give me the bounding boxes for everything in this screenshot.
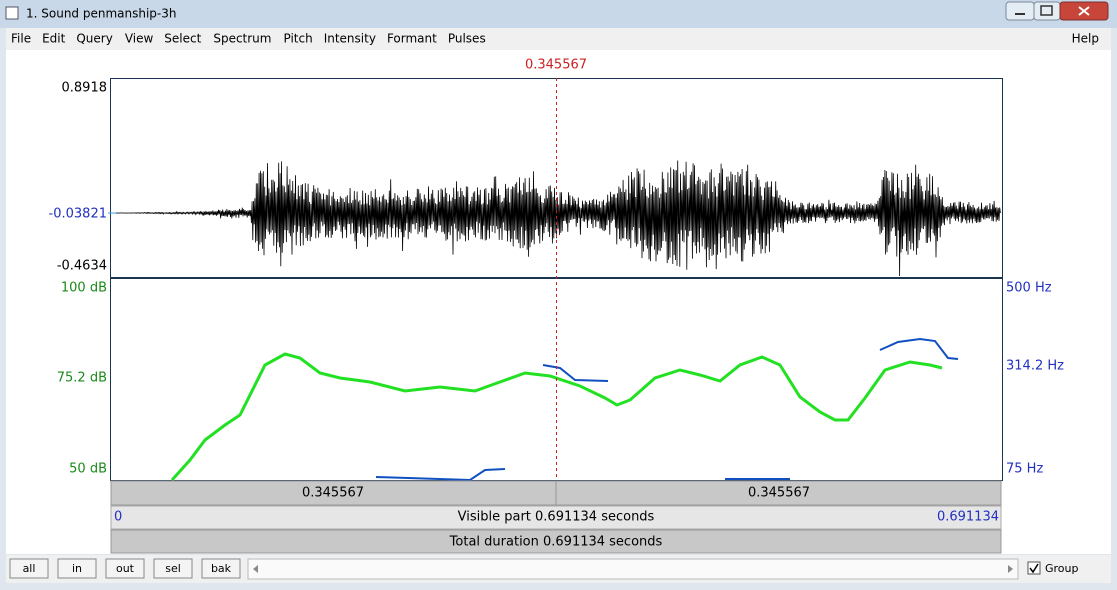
menu-help[interactable]: Help	[1072, 32, 1099, 46]
zoom-button[interactable]	[9, 558, 49, 579]
intensity-top: 100 dB	[61, 281, 107, 296]
maximize-button[interactable]	[1033, 1, 1061, 21]
menu-item[interactable]: Intensity	[324, 32, 376, 46]
total-row[interactable]	[110, 529, 1002, 554]
zoom-button-label: in	[72, 562, 82, 575]
zoom-button-label: bak	[211, 562, 232, 575]
group-label: Group	[1045, 562, 1079, 575]
zoom-button-label: out	[116, 562, 135, 575]
zoom-button[interactable]	[105, 558, 145, 579]
scrollbar[interactable]	[247, 558, 1019, 580]
waveform-min: -0.4634	[57, 259, 107, 274]
zoom-button[interactable]	[201, 558, 241, 579]
total-duration: Total duration 0.691134 seconds	[449, 535, 663, 550]
menu-item[interactable]: File	[11, 32, 31, 46]
menu-item[interactable]: Pitch	[283, 32, 312, 46]
waveform	[110, 160, 1001, 277]
zoom-button[interactable]	[153, 558, 193, 579]
pitch-mid: 314.2 Hz	[1006, 359, 1064, 374]
group-checkbox[interactable]	[1027, 561, 1041, 575]
menu-item[interactable]: Spectrum	[213, 32, 271, 46]
intensity-mid: 75.2 dB	[57, 371, 107, 386]
pitch-curve	[375, 337, 959, 482]
visible-end: 0.691134	[937, 510, 999, 525]
zoom-buttons: all in out sel bak	[9, 558, 241, 579]
menu-item[interactable]: Query	[76, 32, 112, 46]
menu-bar	[6, 28, 1111, 50]
zoom-button-label: sel	[165, 562, 181, 575]
waveform-mid: -0.03821	[49, 207, 107, 222]
visible-row[interactable]	[110, 505, 1002, 530]
visible-start: 0	[114, 510, 122, 525]
visible-label: Visible part 0.691134 seconds	[458, 510, 655, 525]
selection-right[interactable]	[555, 480, 1002, 506]
selection-left-label: 0.345567	[302, 486, 364, 501]
menu-item[interactable]: Pulses	[448, 32, 486, 46]
selection-right-label: 0.345567	[748, 486, 810, 501]
zoom-button-label: all	[23, 562, 36, 575]
window-title: 1. Sound penmanship-3h	[26, 7, 177, 21]
menu-item[interactable]: Formant	[387, 32, 437, 46]
app-icon	[5, 6, 19, 20]
intensity-bottom: 50 dB	[69, 462, 107, 477]
menu-item[interactable]: View	[125, 32, 154, 46]
menu-item[interactable]: Edit	[42, 32, 66, 46]
selection-left[interactable]	[110, 480, 557, 506]
pitch-bottom: 75 Hz	[1006, 462, 1043, 477]
cursor-time: 0.345567	[525, 58, 587, 73]
minimize-button[interactable]	[1005, 1, 1035, 21]
menu: File Edit Query View Select Spectrum Pitch Inte…	[11, 32, 486, 46]
menu-item[interactable]: Select	[164, 32, 201, 46]
waveform-max: 0.8918	[62, 81, 108, 96]
title-bar	[0, 0, 1117, 28]
intensity-curve	[170, 352, 943, 482]
pitch-top: 500 Hz	[1006, 281, 1052, 296]
zoom-button[interactable]	[57, 558, 97, 579]
